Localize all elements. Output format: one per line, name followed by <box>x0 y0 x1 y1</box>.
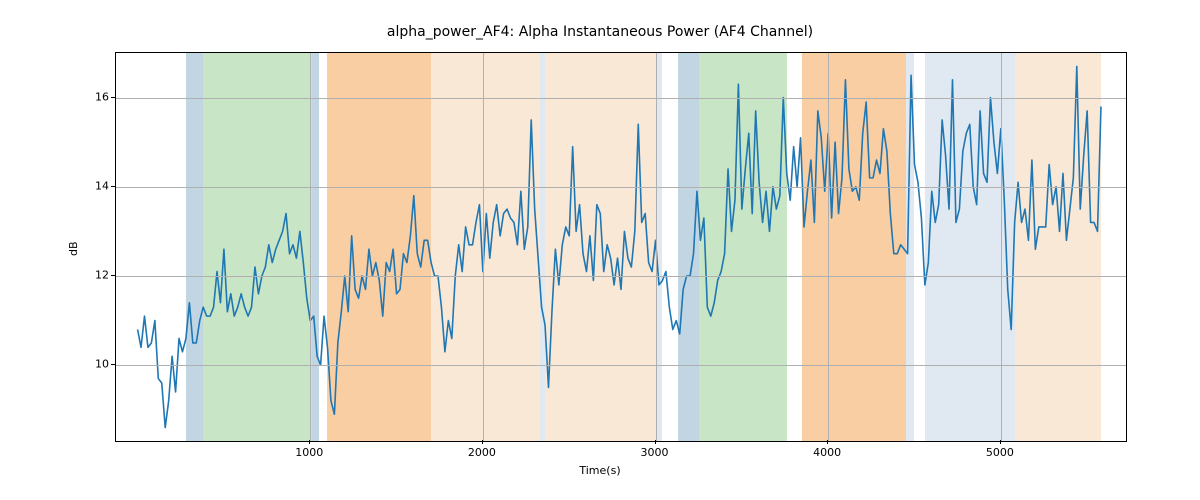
gridline-horizontal <box>116 365 1126 366</box>
line-series <box>116 53 1126 441</box>
gridline-horizontal <box>116 98 1126 99</box>
gridline-vertical <box>656 53 657 441</box>
xtick-mark <box>1000 440 1001 444</box>
gridline-vertical <box>1001 53 1002 441</box>
xtick-label: 2000 <box>468 446 496 459</box>
xtick-label: 3000 <box>641 446 669 459</box>
gridline-vertical <box>310 53 311 441</box>
ytick-mark <box>111 275 115 276</box>
xtick-mark <box>827 440 828 444</box>
ytick-mark <box>111 97 115 98</box>
ytick-label: 16 <box>85 90 109 103</box>
gridline-vertical <box>483 53 484 441</box>
xtick-mark <box>309 440 310 444</box>
chart-container: alpha_power_AF4: Alpha Instantaneous Pow… <box>0 0 1200 500</box>
y-axis-label: dB <box>67 241 80 256</box>
xtick-mark <box>482 440 483 444</box>
ytick-label: 12 <box>85 268 109 281</box>
plot-area <box>115 52 1127 442</box>
ytick-mark <box>111 186 115 187</box>
xtick-label: 5000 <box>986 446 1014 459</box>
ytick-mark <box>111 364 115 365</box>
ytick-label: 14 <box>85 179 109 192</box>
xtick-label: 4000 <box>813 446 841 459</box>
gridline-horizontal <box>116 276 1126 277</box>
x-axis-label: Time(s) <box>0 464 1200 477</box>
gridline-horizontal <box>116 187 1126 188</box>
alpha-power-line <box>138 66 1101 427</box>
xtick-mark <box>655 440 656 444</box>
chart-title: alpha_power_AF4: Alpha Instantaneous Pow… <box>0 24 1200 40</box>
xtick-label: 1000 <box>295 446 323 459</box>
gridline-vertical <box>828 53 829 441</box>
ytick-label: 10 <box>85 358 109 371</box>
